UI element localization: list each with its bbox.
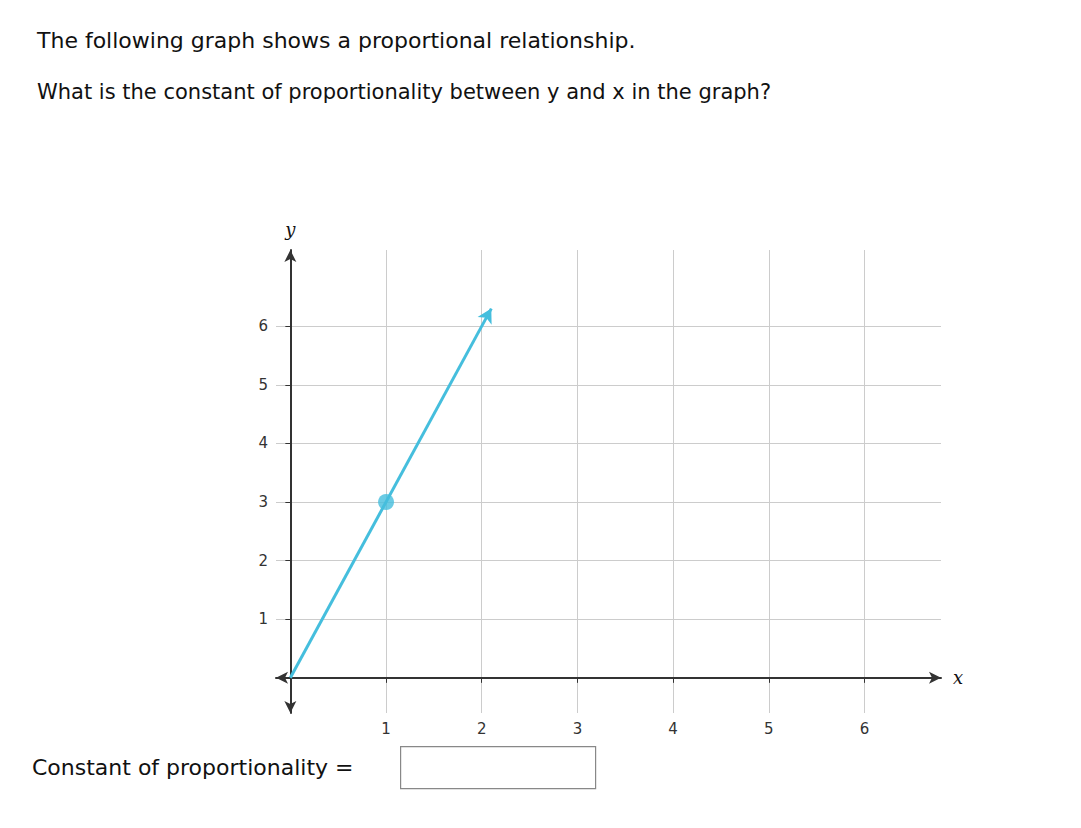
- svg-text:1: 1: [258, 610, 268, 628]
- svg-text:The following graph shows a pr: The following graph shows a proportional…: [36, 28, 635, 53]
- svg-text:Constant of proportionality =: Constant of proportionality =: [32, 755, 353, 780]
- svg-text:x: x: [953, 667, 963, 688]
- svg-text:3: 3: [573, 720, 583, 738]
- svg-text:3: 3: [258, 493, 268, 511]
- svg-text:5: 5: [258, 376, 268, 394]
- svg-text:2: 2: [477, 720, 487, 738]
- svg-text:1: 1: [381, 720, 391, 738]
- svg-text:6: 6: [258, 317, 268, 335]
- svg-text:6: 6: [860, 720, 870, 738]
- svg-text:2: 2: [258, 552, 268, 570]
- svg-text:y: y: [284, 219, 296, 240]
- svg-text:4: 4: [668, 720, 678, 738]
- svg-text:What is the constant of propor: What is the constant of proportionality …: [37, 80, 771, 104]
- svg-text:4: 4: [258, 434, 268, 452]
- svg-text:5: 5: [764, 720, 774, 738]
